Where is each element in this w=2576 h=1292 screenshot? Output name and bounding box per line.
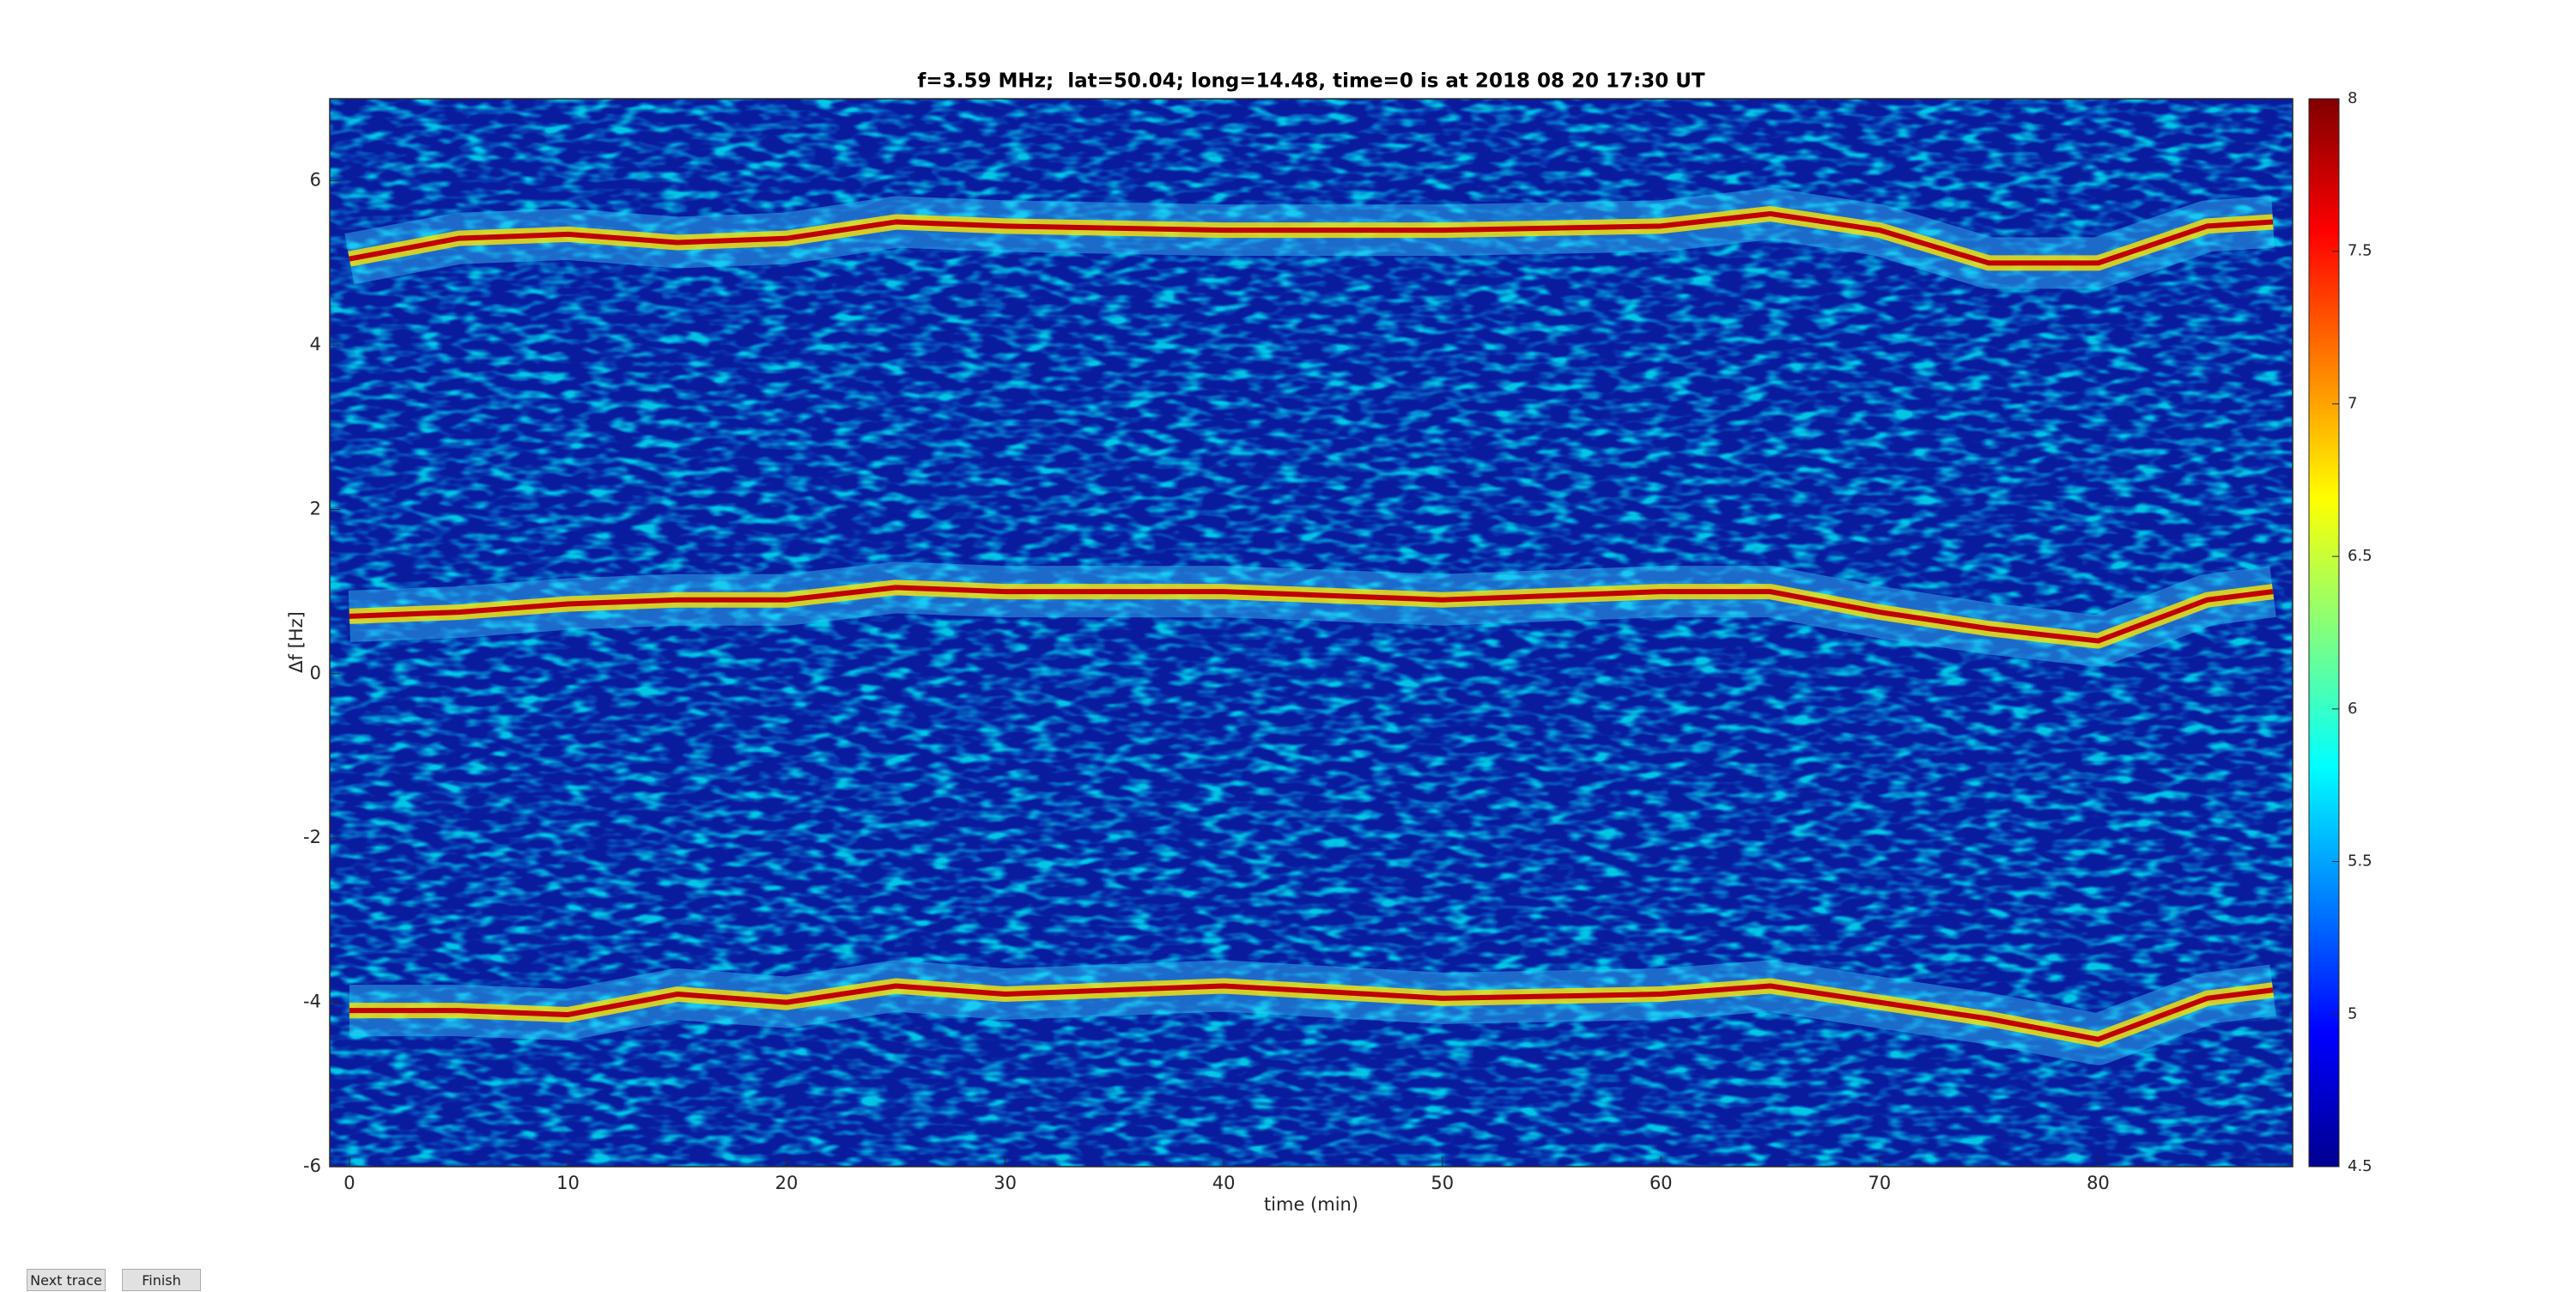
trace (349, 983, 2274, 1042)
colorbar-tick-label: 5.5 (2348, 852, 2372, 870)
y-axis-label: Δf [Hz] (286, 611, 307, 673)
chart-title: f=3.59 MHz; lat=50.04; long=14.48, time=… (917, 70, 1704, 93)
x-tick-label: 50 (1431, 1173, 1454, 1193)
y-tick-label: 0 (310, 663, 321, 683)
x-tick-label: 60 (1649, 1173, 1673, 1193)
colorbar-tick-label: 8 (2348, 89, 2357, 107)
finish-button[interactable]: Finish (122, 1269, 201, 1291)
y-tick-label: -6 (303, 1156, 321, 1176)
colorbar-tick-label: 6 (2348, 700, 2357, 718)
colorbar-tick-label: 7 (2348, 394, 2357, 412)
x-tick-label: 30 (993, 1173, 1017, 1193)
trace (349, 210, 2274, 266)
colorbar-tick-label: 7.5 (2348, 242, 2372, 260)
x-axis-label: time (min) (1264, 1194, 1358, 1215)
colorbar (2308, 98, 2340, 1168)
y-tick-label: 2 (310, 498, 321, 519)
y-tick-label: 4 (310, 334, 321, 355)
x-tick-label: 0 (343, 1173, 355, 1193)
x-tick-label: 40 (1212, 1173, 1236, 1193)
figure: f=3.59 MHz; lat=50.04; long=14.48, time=… (286, 70, 2372, 1216)
x-tick-label: 80 (2087, 1173, 2110, 1193)
colorbar-tick-label: 4.5 (2348, 1157, 2372, 1175)
axes-box (329, 98, 2293, 1168)
next-trace-button[interactable]: Next trace (27, 1269, 106, 1291)
y-tick-label: -2 (303, 827, 321, 847)
trace (349, 585, 2274, 644)
x-tick-label: 70 (1868, 1173, 1892, 1193)
y-tick-label: 6 (310, 170, 321, 191)
x-tick-label: 20 (775, 1173, 799, 1193)
y-tick-label: -4 (303, 992, 321, 1012)
colorbar-tick-label: 5 (2348, 1004, 2357, 1022)
traces (344, 187, 2276, 1065)
x-tick-label: 10 (556, 1173, 580, 1193)
colorbar-tick-label: 6.5 (2348, 547, 2372, 565)
